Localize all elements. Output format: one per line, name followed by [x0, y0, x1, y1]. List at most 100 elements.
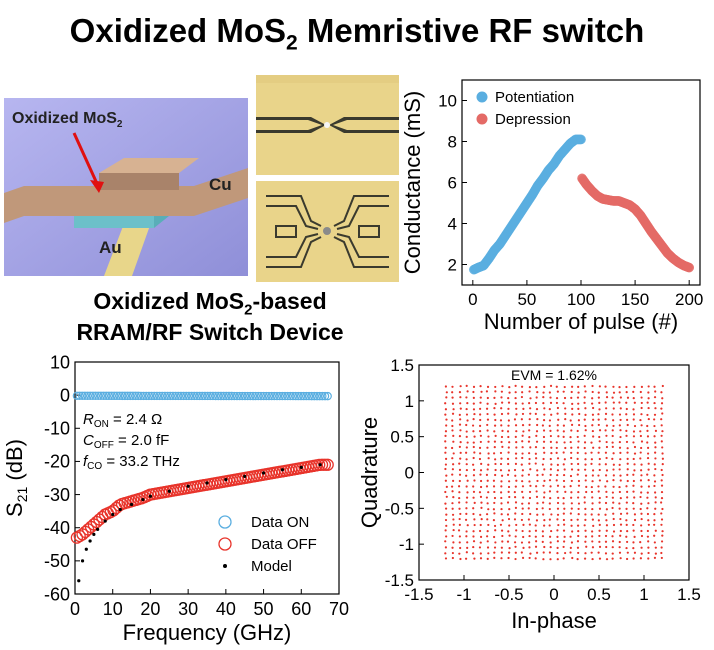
symbol-point: [500, 529, 504, 532]
symbol-point: [549, 485, 552, 488]
symbol-point: [563, 396, 567, 400]
symbol-point: [640, 424, 643, 427]
symbol-point: [660, 407, 663, 410]
symbol-point: [494, 529, 497, 532]
symbol-point: [465, 463, 468, 466]
symbol-point: [632, 408, 635, 411]
symbol-point: [549, 401, 553, 405]
x-tick-label: 50: [254, 599, 274, 619]
symbol-point: [562, 497, 565, 500]
symbol-point: [605, 490, 608, 493]
symbol-point: [515, 457, 518, 460]
symbol-point: [653, 519, 656, 522]
symbol-point: [577, 484, 581, 487]
symbol-point: [611, 413, 614, 416]
symbol-point: [619, 517, 622, 521]
symbol-point: [626, 457, 629, 460]
symbol-point: [598, 496, 601, 500]
symbol-point: [583, 524, 586, 527]
x-tick-label: 1.5: [677, 585, 701, 604]
symbol-point: [647, 519, 650, 522]
symbol-point: [646, 491, 649, 494]
data-on-point: [272, 391, 282, 401]
symbol-point: [577, 490, 580, 494]
symbol-point: [458, 391, 462, 394]
symbol-point: [536, 469, 539, 472]
symbol-point: [584, 529, 587, 532]
symbol-point: [618, 551, 622, 554]
model-point: [88, 539, 92, 543]
symbol-point: [529, 552, 532, 555]
symbol-point: [653, 541, 656, 544]
symbol-point: [542, 501, 545, 504]
symbol-point: [451, 412, 455, 415]
symbol-point: [570, 518, 573, 522]
symbol-point: [556, 429, 559, 432]
symbol-point: [445, 418, 448, 421]
symbol-point: [550, 452, 553, 455]
symbol-point: [485, 390, 489, 393]
symbol-point: [521, 423, 525, 427]
symbol-point: [444, 552, 447, 555]
symbol-point: [563, 523, 566, 526]
symbol-point: [619, 396, 622, 399]
symbol-point: [515, 430, 518, 433]
symbol-point: [584, 513, 587, 516]
symbol-point: [562, 435, 565, 438]
symbol-point: [612, 530, 616, 533]
symbol-point: [493, 413, 496, 416]
symbol-point: [585, 490, 588, 494]
symbol-point: [577, 419, 580, 422]
symbol-point: [604, 485, 607, 488]
data-on-point: [112, 391, 122, 401]
symbol-point: [570, 507, 573, 510]
symbol-point: [604, 501, 608, 505]
symbol-point: [654, 451, 657, 454]
symbol-point: [597, 485, 600, 488]
symbol-point: [507, 556, 510, 560]
symbol-point: [514, 452, 518, 455]
symbol-point: [585, 485, 588, 488]
symbol-point: [639, 457, 642, 460]
symbol-point: [535, 485, 538, 488]
symbol-point: [618, 502, 621, 505]
symbol-point: [577, 513, 580, 516]
symbol-point: [576, 518, 579, 521]
symbol-point: [577, 479, 581, 483]
symbol-point: [542, 513, 545, 516]
symbol-point: [598, 457, 601, 461]
symbol-point: [521, 391, 524, 394]
symbol-point: [535, 457, 538, 460]
symbol-point: [451, 534, 454, 538]
y-tick-label: 0.5: [390, 428, 414, 447]
symbol-point: [592, 435, 595, 438]
y-tick-label: -20: [44, 452, 70, 472]
symbol-point: [647, 523, 650, 526]
symbol-point: [534, 412, 537, 415]
symbol-point: [653, 556, 657, 559]
data-on-point: [75, 391, 84, 401]
symbol-point: [507, 490, 510, 493]
symbol-point: [619, 418, 622, 422]
y-tick-label: 1: [405, 392, 414, 411]
data-on-point: [232, 391, 242, 401]
symbol-point: [611, 396, 614, 399]
symbol-point: [507, 517, 511, 521]
symbol-point: [487, 508, 490, 511]
symbol-point: [548, 419, 552, 422]
symbol-point: [640, 474, 643, 477]
symbol-point: [451, 429, 454, 432]
symbol-point: [458, 552, 461, 555]
symbol-point: [521, 556, 525, 559]
symbol-point: [626, 551, 629, 554]
annotation: RON = 2.4 Ω: [83, 411, 162, 430]
symbol-point: [528, 418, 531, 421]
symbol-point: [500, 435, 504, 439]
symbol-point: [452, 518, 455, 521]
symbol-point: [563, 385, 566, 389]
symbol-point: [500, 457, 503, 460]
symbol-point: [465, 430, 468, 433]
data-on-point: [142, 391, 151, 401]
symbol-point: [485, 407, 489, 410]
symbol-point: [654, 501, 657, 504]
